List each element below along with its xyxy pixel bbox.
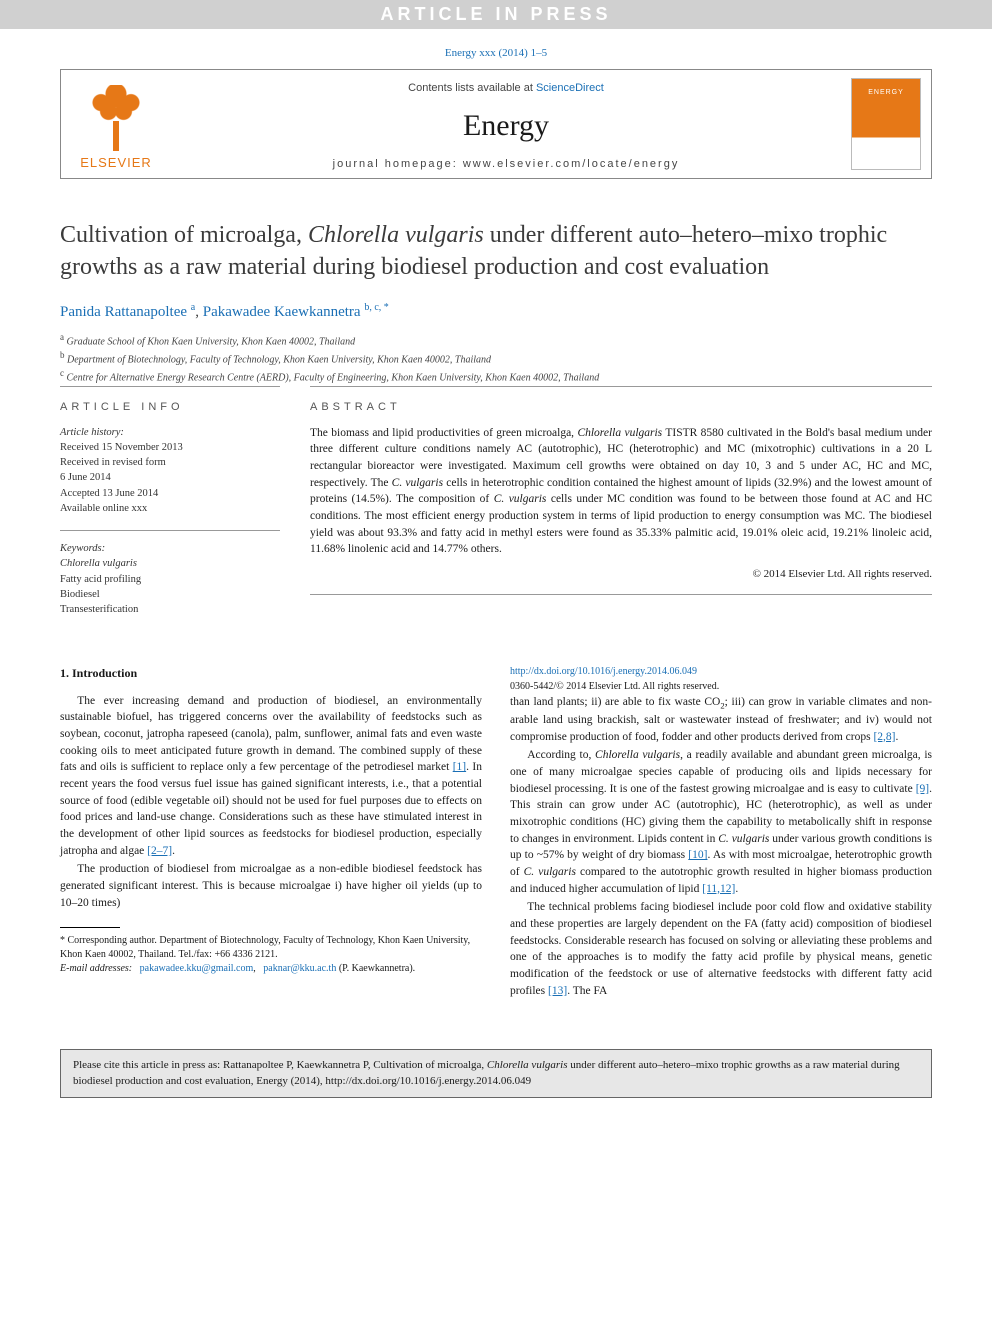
affil-link[interactable]: b, c, * (364, 302, 388, 313)
reference-link[interactable]: [11,12] (702, 883, 735, 895)
journal-center: Contents lists available at ScienceDirec… (171, 70, 841, 178)
reference-link[interactable]: [10] (688, 849, 707, 861)
citation-top-link[interactable]: Energy xxx (2014) 1–5 (445, 47, 547, 59)
journal-cover-thumbnail[interactable] (841, 70, 931, 178)
elsevier-logo[interactable]: ELSEVIER (61, 70, 171, 178)
body-paragraph: The ever increasing demand and productio… (60, 693, 482, 860)
copyright: © 2014 Elsevier Ltd. All rights reserved… (310, 568, 932, 580)
reference-link[interactable]: [1] (453, 761, 466, 773)
email-link[interactable]: pakawadee.kku@gmail.com (140, 963, 254, 974)
affiliations: a Graduate School of Khon Kaen Universit… (60, 331, 932, 386)
reference-link[interactable]: [2,8] (873, 731, 895, 743)
article-title: Cultivation of microalga, Chlorella vulg… (60, 219, 932, 284)
body-paragraph: The production of biodiesel from microal… (60, 861, 482, 911)
section-heading: 1. Introduction (60, 665, 482, 682)
email-link[interactable]: paknar@kku.ac.th (263, 963, 336, 974)
body-paragraph: The technical problems facing biodiesel … (510, 899, 932, 999)
sciencedirect-link[interactable]: ScienceDirect (536, 82, 604, 94)
please-cite-box: Please cite this article in press as: Ra… (60, 1049, 932, 1098)
citation-top: Energy xxx (2014) 1–5 (0, 29, 992, 69)
reference-link[interactable]: [9] (916, 783, 929, 795)
keywords: Keywords: Chlorella vulgaris Fatty acid … (60, 541, 280, 617)
body-paragraph: than land plants; ii) are able to fix wa… (510, 694, 932, 745)
footnote-divider (60, 927, 120, 928)
reference-link[interactable]: [2–7] (147, 845, 172, 857)
elsevier-label: ELSEVIER (80, 155, 152, 170)
journal-name: Energy (179, 109, 833, 143)
reference-link[interactable]: [13] (548, 985, 567, 997)
article-history: Article history: Received 15 November 20… (60, 425, 280, 516)
doi-link[interactable]: http://dx.doi.org/10.1016/j.energy.2014.… (510, 666, 697, 677)
author-link[interactable]: Pakawadee Kaewkannetra (203, 304, 361, 320)
authors: Panida Rattanapoltee a, Pakawadee Kaewka… (60, 302, 932, 321)
corresponding-footnote: * Corresponding author. Department of Bi… (60, 934, 482, 976)
abstract-text: The biomass and lipid productivities of … (310, 425, 932, 558)
contents-available: Contents lists available at ScienceDirec… (179, 82, 833, 94)
body-columns: 1. Introduction The ever increasing dema… (60, 665, 932, 999)
abstract-heading: ABSTRACT (310, 401, 932, 413)
affil-link[interactable]: a (191, 302, 195, 313)
elsevier-tree-icon (81, 81, 151, 151)
article-info: ARTICLE INFO Article history: Received 1… (60, 386, 280, 631)
author-link[interactable]: Panida Rattanapoltee (60, 304, 187, 320)
article-in-press-banner: ARTICLE IN PRESS (0, 0, 992, 29)
journal-homepage: journal homepage: www.elsevier.com/locat… (179, 158, 833, 170)
abstract: ABSTRACT The biomass and lipid productiv… (310, 386, 932, 631)
article-info-heading: ARTICLE INFO (60, 401, 280, 413)
cover-image-icon (851, 78, 921, 170)
journal-header: ELSEVIER Contents lists available at Sci… (60, 69, 932, 179)
doi-block: http://dx.doi.org/10.1016/j.energy.2014.… (510, 665, 932, 694)
body-paragraph: According to, Chlorella vulgaris, a read… (510, 747, 932, 897)
